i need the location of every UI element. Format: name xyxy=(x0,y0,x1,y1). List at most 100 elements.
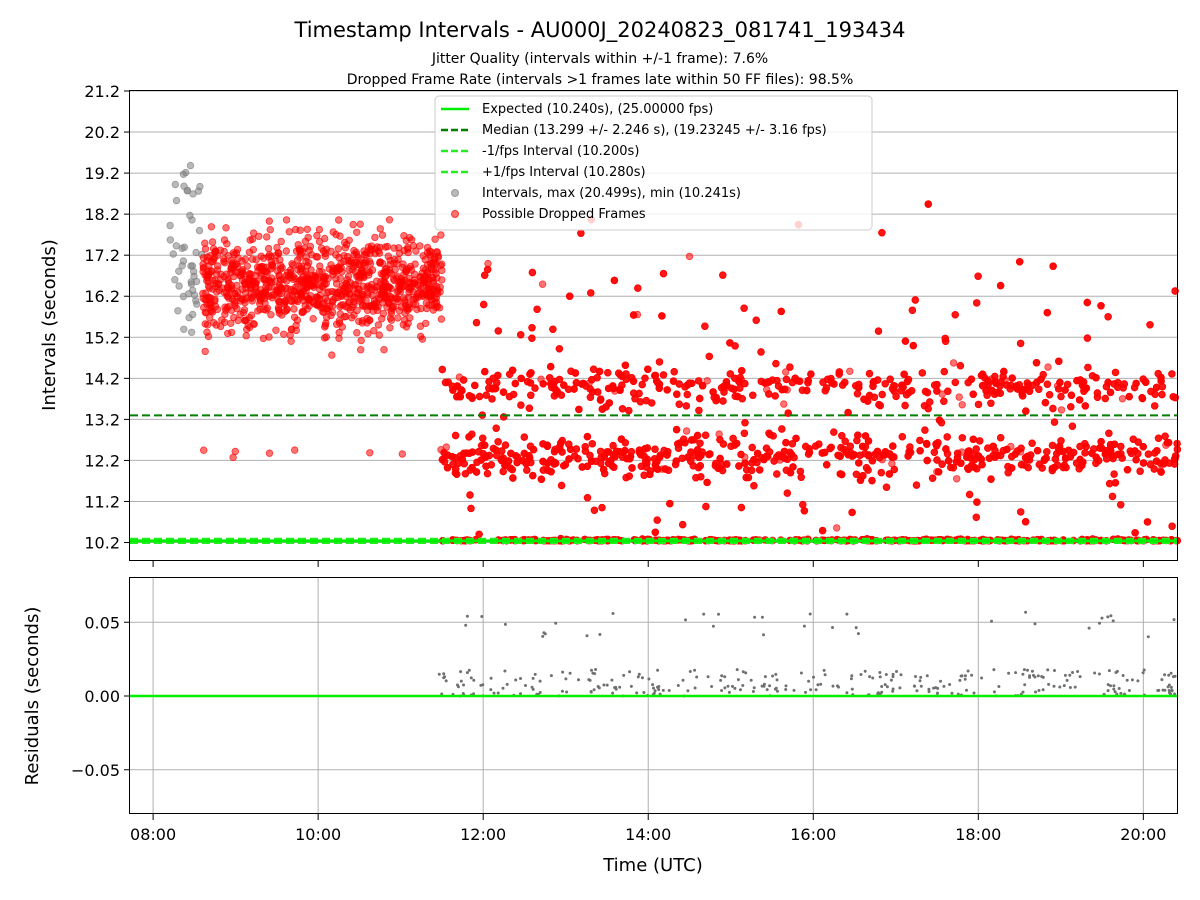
dropped-frame-point xyxy=(898,433,906,441)
dropped-frame-point xyxy=(679,520,687,529)
dropped-frame-point xyxy=(1035,460,1043,469)
dropped-frame-point xyxy=(293,316,302,324)
dropped-frame-point xyxy=(877,468,885,477)
dropped-frame-point xyxy=(740,429,749,437)
dropped-frame-point xyxy=(517,331,525,339)
interval-point xyxy=(172,242,180,250)
dropped-frame-point xyxy=(369,301,377,309)
dropped-frame-point xyxy=(703,377,711,385)
dropped-frame-point xyxy=(441,378,450,387)
dropped-frame-point xyxy=(701,322,709,330)
dropped-frame-point xyxy=(1043,448,1051,456)
interval-point xyxy=(175,282,183,290)
dropped-frame-point xyxy=(672,425,681,434)
dropped-frame-point xyxy=(336,232,344,240)
dropped-frame-point xyxy=(286,271,295,279)
dropped-frame-point xyxy=(374,321,383,329)
dropped-frame-point xyxy=(484,265,492,274)
dropped-frame-point xyxy=(370,327,378,335)
dropped-frame-point xyxy=(249,245,257,254)
dropped-frame-point xyxy=(588,440,596,448)
dropped-frame-point xyxy=(1168,522,1176,530)
dropped-frame-point xyxy=(380,346,388,354)
dropped-frame-point xyxy=(871,450,879,458)
dropped-frame-point xyxy=(386,260,394,268)
dropped-frame-point xyxy=(357,336,365,345)
dropped-frame-point xyxy=(348,314,356,322)
dropped-frame-point xyxy=(1095,444,1104,452)
interval-point xyxy=(171,276,179,284)
dropped-frame-point xyxy=(380,277,388,285)
dropped-frame-point xyxy=(799,500,807,509)
dropped-frame-point xyxy=(1105,429,1113,437)
dropped-frame-point xyxy=(587,289,595,297)
dropped-frame-point xyxy=(716,454,724,463)
dropped-frame-point xyxy=(385,216,394,224)
dropped-frame-point xyxy=(787,450,796,459)
dropped-frame-point xyxy=(201,347,209,356)
dropped-frame-point xyxy=(1150,465,1158,473)
dropped-frame-point xyxy=(361,302,370,310)
dropped-frame-point xyxy=(394,287,403,295)
dropped-frame-point xyxy=(1111,368,1120,377)
dropped-frame-point xyxy=(214,280,223,288)
dropped-frame-point xyxy=(835,368,843,376)
dropped-frame-point xyxy=(375,331,383,339)
dropped-frame-point xyxy=(350,285,358,293)
dropped-frame-point xyxy=(426,283,434,291)
dropped-frame-point xyxy=(361,259,369,267)
dropped-frame-point xyxy=(740,304,748,312)
dropped-frame-point xyxy=(332,266,341,275)
dropped-frame-point xyxy=(466,491,474,499)
dropped-frame-point xyxy=(249,320,258,328)
dropped-frame-point xyxy=(438,260,446,268)
dropped-frame-point xyxy=(220,236,229,244)
dropped-frame-point xyxy=(1028,439,1036,447)
dropped-frame-point xyxy=(974,400,983,409)
dropped-frame-point xyxy=(782,438,790,447)
dropped-frame-point xyxy=(431,235,439,243)
dropped-frame-point xyxy=(609,382,617,390)
dropped-frame-point xyxy=(315,295,323,303)
dropped-frame-point xyxy=(741,459,749,467)
dropped-frame-point xyxy=(414,281,422,289)
dropped-frame-point xyxy=(846,442,854,450)
dropped-frame-point xyxy=(882,483,891,491)
dropped-frame-point xyxy=(203,253,212,261)
dropped-frame-point xyxy=(275,306,283,314)
dropped-frame-point xyxy=(1093,393,1102,401)
dropped-frame-point xyxy=(715,464,723,472)
dropped-frame-point xyxy=(1016,258,1024,266)
dropped-frame-point xyxy=(364,282,372,290)
dropped-frame-point xyxy=(281,297,289,305)
dropped-frame-point xyxy=(830,428,838,436)
dropped-frame-point xyxy=(997,434,1005,442)
dropped-frame-point xyxy=(958,401,966,409)
dropped-frame-point xyxy=(1083,334,1092,342)
dropped-frame-point xyxy=(985,454,994,462)
dropped-frame-point xyxy=(1157,468,1165,476)
dropped-frame-point xyxy=(552,459,560,467)
dropped-frame-point xyxy=(949,359,958,367)
dropped-frame-point xyxy=(696,462,704,470)
dropped-frame-point xyxy=(277,237,285,246)
dropped-frame-point xyxy=(1161,432,1169,440)
dropped-frame-point xyxy=(890,382,898,390)
dropped-frame-point xyxy=(1154,434,1163,442)
dropped-frame-point xyxy=(770,457,778,465)
dropped-frame-point xyxy=(213,251,222,259)
dropped-frame-point xyxy=(227,328,236,337)
dropped-frame-point xyxy=(402,267,410,276)
dropped-frame-point xyxy=(737,503,746,512)
intervals-panel: 10.211.212.213.214.215.216.217.218.219.2… xyxy=(39,82,1182,567)
dropped-frame-point xyxy=(1081,449,1089,457)
dropped-frame-point xyxy=(1146,321,1154,329)
dropped-frame-point xyxy=(318,282,326,290)
dropped-frame-point xyxy=(390,244,398,252)
dropped-frame-point xyxy=(1024,381,1032,389)
dropped-frame-point xyxy=(991,372,999,381)
dropped-frame-point xyxy=(412,247,420,255)
dropped-frame-point xyxy=(218,316,226,324)
dropped-frame-point xyxy=(886,375,894,383)
dropped-frame-point xyxy=(523,466,531,474)
